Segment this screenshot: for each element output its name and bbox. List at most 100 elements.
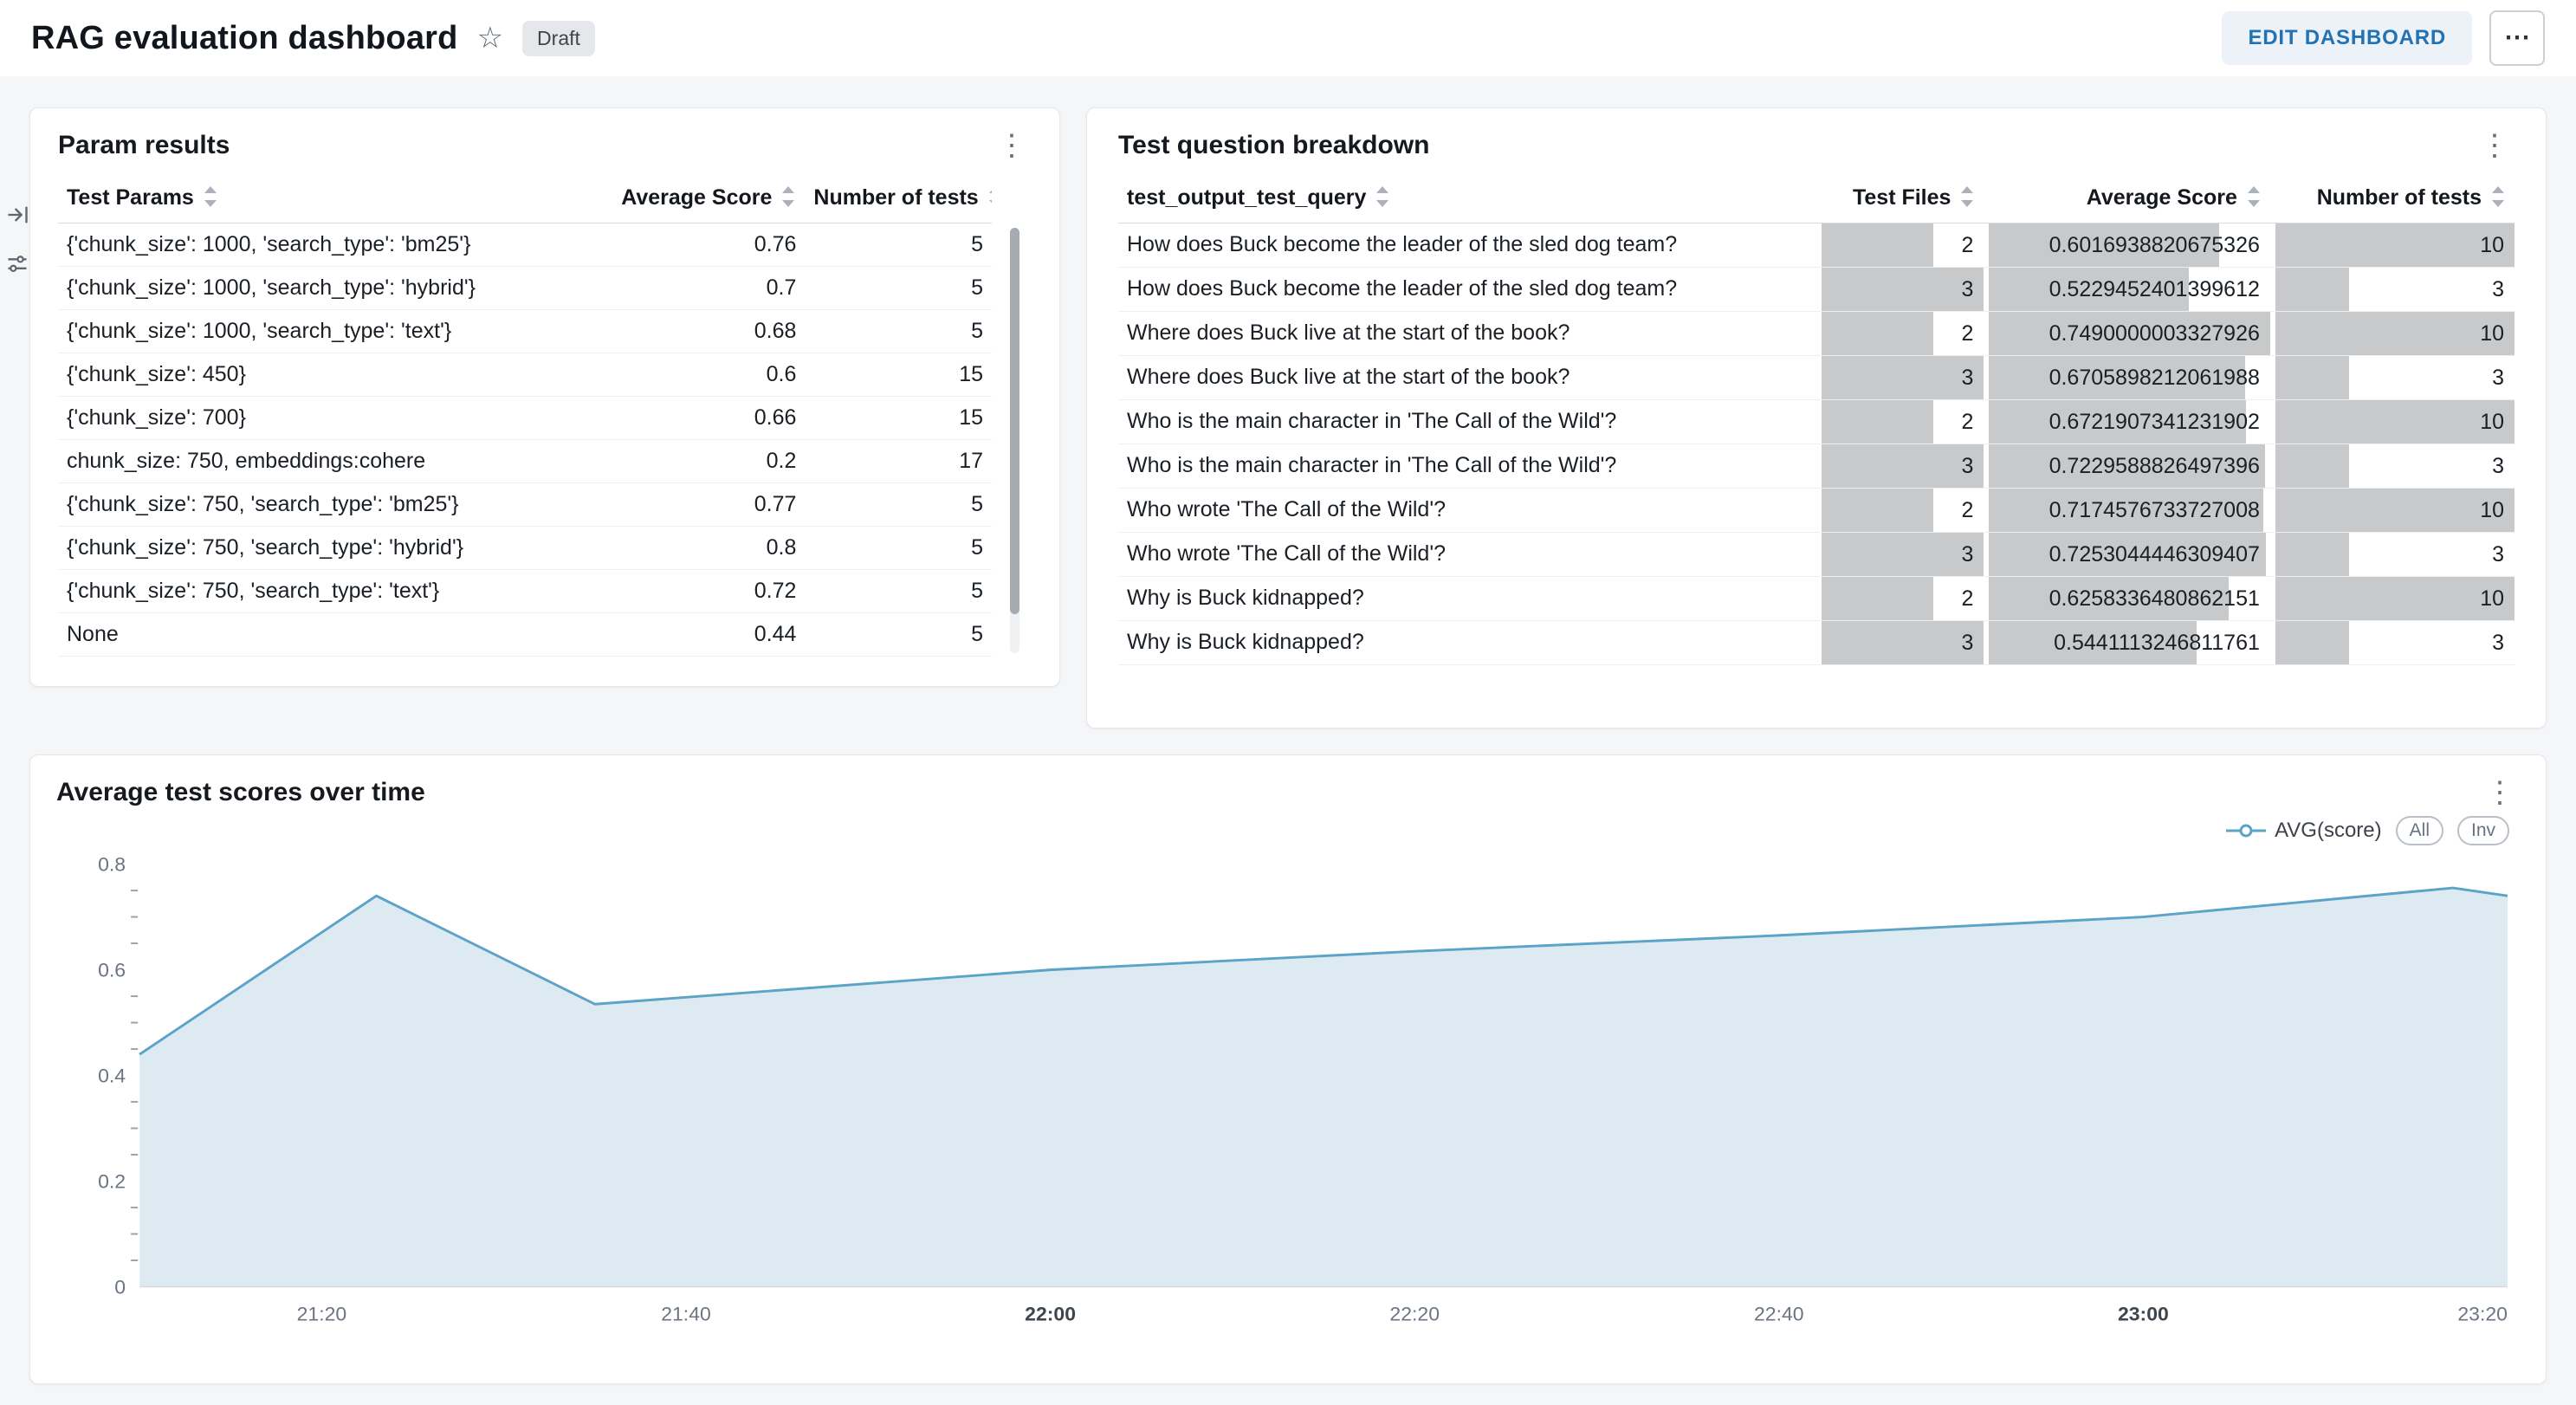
cell-number-of-tests: 5	[805, 223, 992, 267]
cell-average-score: 0.44	[580, 612, 806, 657]
table-row: Who is the main character in 'The Call o…	[1118, 399, 2515, 444]
sort-icon	[1959, 185, 1975, 208]
cell-number-of-tests: 3	[2269, 355, 2515, 400]
data-bar	[2275, 488, 2515, 531]
cell-average-score: 0.6	[580, 353, 806, 397]
kebab-menu-icon[interactable]: ⋮	[2475, 131, 2515, 160]
scrollbar-thumb[interactable]	[1010, 228, 1019, 615]
zoom-inv-button[interactable]: Inv	[2456, 816, 2509, 845]
cell-test-params: {'chunk_size': 700}	[58, 396, 581, 440]
svg-text:22:20: 22:20	[1389, 1303, 1440, 1325]
dashboard-content: Param results ⋮ Test Params Average Scor…	[0, 76, 2576, 1384]
more-options-button[interactable]: ⋯	[2489, 10, 2545, 66]
data-bar	[1989, 223, 2219, 266]
cell-average-score: 0.6016938820675326	[1984, 223, 2270, 268]
column-header-number-of-tests[interactable]: Number of tests	[805, 174, 992, 223]
cell-query: Who is the main character in 'The Call o…	[1118, 444, 1816, 489]
cell-number-of-tests: 5	[805, 482, 992, 527]
table-row: {'chunk_size': 450} 0.6 15	[58, 353, 992, 397]
cell-test-params: chunk_size: 750, embeddings:cohere	[58, 439, 581, 483]
cell-test-files: 3	[1816, 444, 1984, 489]
data-bar	[1989, 355, 2246, 398]
column-header-test-params[interactable]: Test Params	[58, 174, 581, 223]
svg-text:22:00: 22:00	[1025, 1303, 1076, 1325]
vertical-scrollbar[interactable]	[1010, 228, 1019, 653]
data-bar	[1822, 444, 1984, 487]
data-bar	[1822, 576, 1934, 619]
cell-test-params: {'chunk_size': 750, 'search_type': 'bm25…	[58, 482, 581, 527]
table-row: {'chunk_size': 750, 'search_type': 'bm25…	[58, 482, 992, 527]
legend-item-avg-score[interactable]: AVG(score)	[2226, 819, 2382, 843]
cell-number-of-tests: 17	[805, 439, 992, 483]
cell-number-of-tests: 15	[805, 396, 992, 440]
cell-average-score: 0.8	[580, 526, 806, 570]
draft-status-badge: Draft	[522, 20, 595, 56]
column-header-average-score[interactable]: Average Score	[580, 174, 806, 223]
data-bar	[1822, 620, 1984, 664]
scores-chart-svg: 0 0.2 0.4 0.6 0.8 21:20 21:40 22:00 22:20 22:40 23…	[98, 853, 2508, 1325]
sort-icon	[987, 185, 992, 208]
cell-number-of-tests: 10	[2269, 399, 2515, 444]
question-breakdown-card: Test question breakdown ⋮ test_output_te…	[1086, 107, 2547, 728]
column-header-average-score[interactable]: Average Score	[1984, 174, 2270, 223]
cell-average-score: 0.6258336480862151	[1984, 576, 2270, 621]
card-title: Test question breakdown	[1118, 131, 1430, 159]
data-bar	[1822, 311, 1934, 354]
data-bar	[2275, 532, 2349, 575]
collapse-panel-icon[interactable]	[5, 203, 29, 227]
data-bar	[1989, 576, 2229, 619]
kebab-menu-icon[interactable]: ⋮	[992, 131, 1032, 160]
data-bar	[2275, 399, 2515, 443]
cell-average-score: 0.6721907341231902	[1984, 399, 2270, 444]
cell-test-files: 3	[1816, 620, 1984, 665]
breakdown-table-body: How does Buck become the leader of the s…	[1118, 223, 2515, 665]
data-bar	[2275, 223, 2515, 266]
table-row: {'chunk_size': 750, 'search_type': 'hybr…	[58, 526, 992, 570]
edit-dashboard-button[interactable]: EDIT DASHBOARD	[2222, 11, 2472, 65]
param-results-body: {'chunk_size': 1000, 'search_type': 'bm2…	[58, 223, 992, 657]
data-bar	[1989, 444, 2266, 487]
cell-number-of-tests: 10	[2269, 311, 2515, 356]
cell-test-files: 2	[1816, 311, 1984, 356]
filter-icon[interactable]	[5, 251, 29, 275]
cell-test-files: 2	[1816, 576, 1984, 621]
cell-average-score: 0.7174576733727008	[1984, 488, 2270, 533]
sort-icon	[203, 185, 218, 208]
sort-icon	[2490, 185, 2506, 208]
column-header-number-of-tests[interactable]: Number of tests	[2269, 174, 2515, 223]
column-label: Test Params	[67, 185, 194, 210]
cell-query: Who wrote 'The Call of the Wild'?	[1118, 532, 1816, 577]
cell-query: Why is Buck kidnapped?	[1118, 620, 1816, 665]
svg-text:22:40: 22:40	[1754, 1303, 1804, 1325]
cell-average-score: 0.76	[580, 223, 806, 267]
cell-test-params: {'chunk_size': 1000, 'search_type': 'bm2…	[58, 223, 581, 267]
table-header-row: Test Params Average Score Number of test…	[58, 174, 992, 223]
cell-test-files: 3	[1816, 267, 1984, 312]
column-label: Number of tests	[2316, 185, 2482, 210]
column-label: Average Score	[621, 185, 773, 210]
table-row: {'chunk_size': 700} 0.66 15	[58, 396, 992, 440]
cell-average-score: 0.7253044446309407	[1984, 532, 2270, 577]
data-bar	[2275, 355, 2349, 398]
param-results-table-wrap: Test Params Average Score Number of test…	[58, 174, 1032, 657]
cell-query: How does Buck become the leader of the s…	[1118, 267, 1816, 312]
cell-number-of-tests: 3	[2269, 267, 2515, 312]
table-row: Who is the main character in 'The Call o…	[1118, 444, 2515, 489]
column-header-test-files[interactable]: Test Files	[1816, 174, 1984, 223]
cell-test-params: {'chunk_size': 750, 'search_type': 'text…	[58, 569, 581, 613]
table-row: Where does Buck live at the start of the…	[1118, 311, 2515, 356]
star-icon[interactable]: ☆	[476, 22, 504, 55]
data-bar	[2275, 620, 2349, 664]
cell-query: Where does Buck live at the start of the…	[1118, 355, 1816, 400]
column-header-query[interactable]: test_output_test_query	[1118, 174, 1816, 223]
svg-text:21:20: 21:20	[297, 1303, 347, 1325]
cell-number-of-tests: 10	[2269, 576, 2515, 621]
column-label: Test Files	[1852, 185, 1951, 210]
table-row: Who wrote 'The Call of the Wild'? 3 0.7253…	[1118, 532, 2515, 577]
cell-average-score: 0.77	[580, 482, 806, 527]
kebab-menu-icon[interactable]: ⋮	[2480, 778, 2520, 807]
zoom-all-button[interactable]: All	[2395, 816, 2443, 845]
cell-average-score: 0.2	[580, 439, 806, 483]
cell-test-files: 3	[1816, 532, 1984, 577]
cell-query: Who wrote 'The Call of the Wild'?	[1118, 488, 1816, 533]
